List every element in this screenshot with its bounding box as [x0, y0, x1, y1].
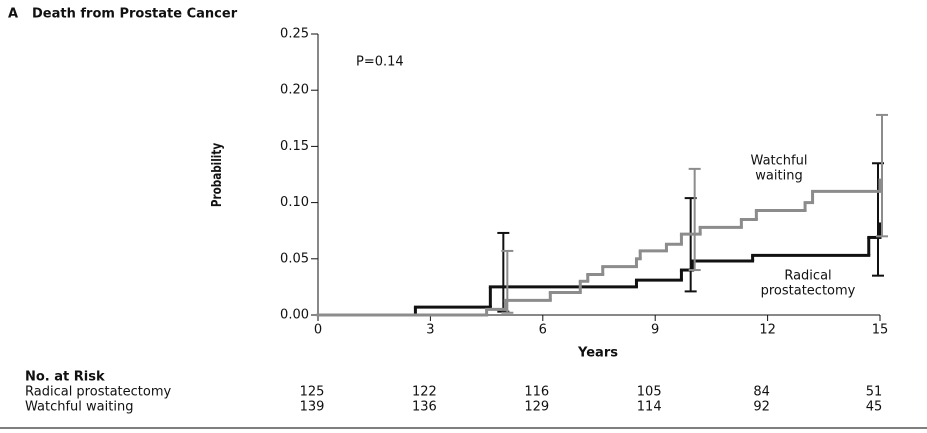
- y-tick-label: 0.10: [280, 195, 309, 210]
- x-tick-label: 3: [426, 323, 434, 338]
- x-tick-label: 12: [759, 323, 776, 338]
- y-tick-label: 0.25: [280, 27, 309, 42]
- risk-value: 105: [637, 385, 662, 400]
- y-tick-label: 0.05: [280, 251, 309, 266]
- risk-value: 92: [753, 400, 770, 415]
- y-tick-label: 0.00: [280, 308, 309, 323]
- y-axis-title: Probability: [209, 143, 224, 208]
- risk-value: 136: [412, 400, 437, 415]
- x-tick-label: 6: [539, 323, 547, 338]
- x-tick-label: 0: [314, 323, 322, 338]
- x-axis-title: Years: [577, 346, 618, 361]
- risk-title: No. at Risk: [25, 370, 105, 385]
- risk-value: 114: [637, 400, 662, 415]
- series-label: waiting: [755, 169, 802, 184]
- risk-value: 125: [300, 385, 325, 400]
- chart-title: Death from Prostate Cancer: [32, 7, 238, 22]
- risk-value: 129: [524, 400, 549, 415]
- panel-label: A: [8, 7, 18, 22]
- series-label: Radical: [784, 269, 831, 284]
- x-tick-label: 9: [651, 323, 659, 338]
- risk-value: 139: [300, 400, 325, 415]
- series-label: Watchful: [751, 154, 808, 169]
- risk-value: 116: [524, 385, 549, 400]
- y-tick-label: 0.15: [280, 139, 309, 154]
- risk-value: 122: [412, 385, 437, 400]
- risk-row-label: Radical prostatectomy: [25, 385, 171, 400]
- risk-value: 84: [753, 385, 770, 400]
- annotation: P=0.14: [356, 55, 404, 70]
- series-label: prostatectomy: [761, 284, 856, 299]
- x-tick-label: 15: [872, 323, 889, 338]
- risk-value: 51: [866, 385, 883, 400]
- y-tick-label: 0.20: [280, 83, 309, 98]
- risk-value: 45: [866, 400, 883, 415]
- risk-row-label: Watchful waiting: [25, 400, 133, 415]
